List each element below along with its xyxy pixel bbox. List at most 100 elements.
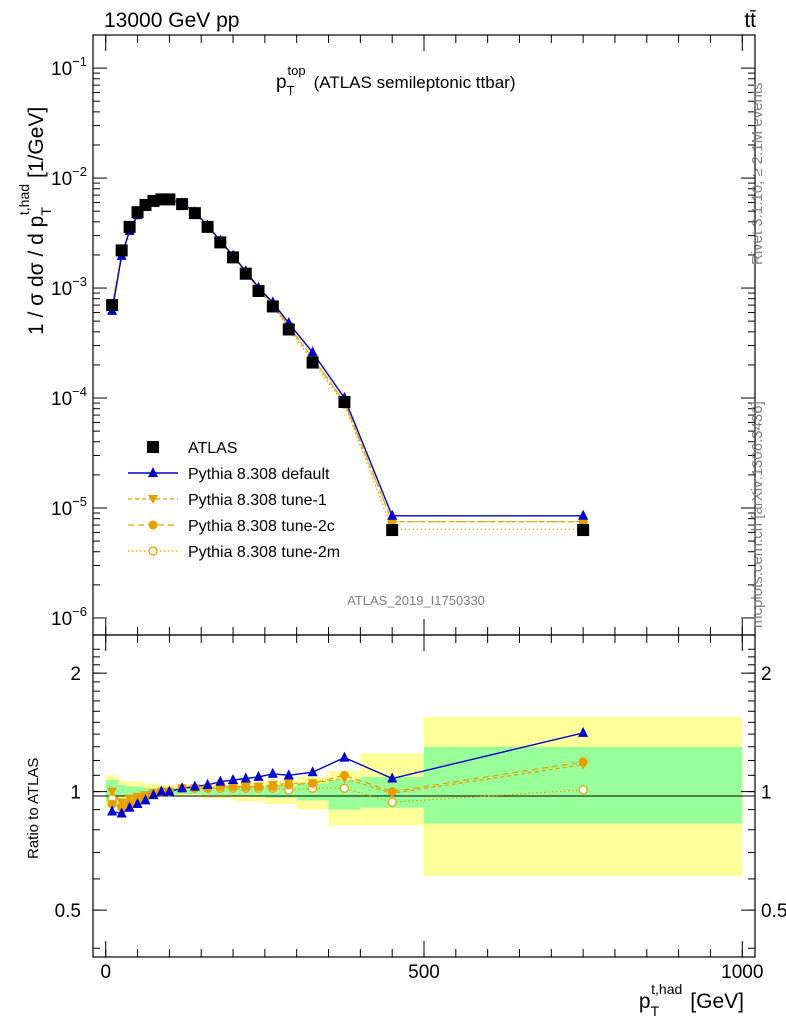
point-triangle-up — [164, 785, 175, 796]
main-ytick-label: 10−5 — [51, 494, 87, 520]
legend-label: Pythia 8.308 tune-2c — [188, 518, 335, 535]
ratio-series-line — [111, 764, 584, 803]
x-axis-label: pTt,had[GeV] — [639, 981, 744, 1019]
axis-ticks: 10−6 10−5 10−4 10−3 10−2 10−1 0.5 0.5 1 1 2 2 0 500 10… — [51, 34, 786, 983]
xtick-label: 0 — [100, 962, 111, 983]
point-circle-open — [387, 797, 397, 807]
point-triangle-down — [267, 780, 278, 790]
xtick-label: 1000 — [721, 962, 763, 983]
point-triangle-up — [267, 767, 278, 778]
legend: ATLAS Pythia 8.308 default Pythia 8.308 tu… — [128, 440, 340, 561]
band-inner — [118, 784, 125, 797]
plot-title-p: p — [276, 72, 287, 93]
data-point-square — [147, 441, 159, 453]
point-triangle-up — [253, 770, 264, 781]
data-point-square — [188, 207, 201, 220]
ratio-ytick-label: 2 — [70, 664, 81, 685]
point-triangle-up — [387, 772, 398, 783]
data-point-square — [176, 198, 189, 211]
ratio-series-markers — [107, 726, 589, 818]
data-point-square — [252, 285, 265, 298]
point-triangle-up — [578, 726, 589, 737]
main-ytick-label: 10−2 — [51, 164, 87, 190]
point-triangle-up — [283, 769, 294, 780]
point-circle — [148, 520, 158, 530]
main-series-line — [111, 198, 584, 517]
legend-label: Pythia 8.308 tune-1 — [188, 492, 327, 509]
plot-title-sub: T — [287, 83, 295, 98]
point-triangle-up — [148, 467, 158, 477]
plot-title-rest: (ATLAS semileptonic ttbar) — [314, 73, 516, 92]
data-point-square — [306, 356, 319, 369]
data-point-square — [266, 300, 279, 313]
data-point-square — [106, 299, 119, 312]
data-point-square — [239, 267, 252, 280]
data-point-square — [163, 193, 176, 206]
data-point-square — [338, 396, 351, 409]
main-ytick-label: 10−1 — [51, 54, 87, 80]
process-label: tt̄ — [744, 9, 756, 32]
point-triangle-up — [240, 772, 251, 783]
ratio-ytick-label-right: 2 — [761, 664, 772, 685]
point-circle-open — [339, 783, 350, 793]
plot-title-sup: top — [288, 63, 306, 78]
data-point-square — [386, 524, 399, 537]
legend-label: Pythia 8.308 default — [188, 466, 330, 483]
data-point-square — [201, 220, 214, 233]
point-triangle-down — [107, 787, 118, 797]
point-triangle-down — [387, 517, 398, 527]
ratio-ytick-label-right: 1 — [761, 783, 772, 804]
plot-title: pTtop (ATLAS semileptonic ttbar) — [276, 63, 515, 98]
point-triangle-down — [132, 792, 143, 802]
main-ytick-label: 10−4 — [51, 384, 87, 410]
point-triangle-up — [116, 807, 127, 818]
point-triangle-up — [148, 789, 159, 800]
point-circle-open — [578, 785, 588, 795]
data-point-square — [282, 323, 295, 336]
point-triangle-up — [189, 780, 200, 791]
main-series-lines — [111, 198, 584, 530]
point-triangle-up — [228, 774, 239, 785]
collision-label: 13000 GeV pp — [104, 9, 239, 32]
point-triangle-up — [339, 751, 350, 762]
point-triangle-up — [177, 782, 188, 793]
point-triangle-up — [578, 509, 589, 520]
point-triangle-down — [578, 517, 589, 527]
legend-label: ATLAS — [188, 440, 238, 457]
point-triangle-down — [240, 782, 251, 792]
point-triangle-up — [387, 509, 398, 520]
point-triangle-down — [578, 760, 589, 770]
xtick-label: 500 — [408, 962, 440, 983]
point-triangle-down — [228, 782, 239, 792]
point-circle — [107, 799, 117, 809]
point-triangle-up — [307, 346, 318, 357]
point-triangle-up — [307, 766, 318, 777]
main-ytick-label: 10−6 — [51, 604, 87, 630]
point-triangle-down — [148, 495, 158, 504]
point-triangle-up — [132, 798, 143, 809]
data-point-square — [214, 236, 227, 249]
main-ytick-label: 10−3 — [51, 274, 87, 300]
mcplots-label: mcplots.cern.ch [arXiv:1306.3436] — [749, 401, 766, 628]
data-point-square — [227, 251, 240, 264]
point-triangle-up — [107, 805, 118, 816]
main-series-markers — [106, 193, 590, 537]
data-point-square — [123, 220, 136, 233]
band-inner — [124, 786, 144, 796]
ratio-ytick-label: 0.5 — [55, 901, 81, 922]
ratio-axis-label: Ratio to ATLAS — [25, 758, 42, 859]
ratio-ytick-label-right: 0.5 — [761, 901, 786, 922]
main-series-line — [111, 198, 584, 523]
point-triangle-up — [140, 794, 151, 805]
point-triangle-up — [215, 775, 226, 786]
data-point-square — [577, 524, 590, 537]
data-point-square — [115, 244, 128, 257]
band-inner — [175, 788, 202, 795]
point-triangle-down — [116, 798, 127, 808]
point-triangle-down — [307, 779, 318, 789]
band-inner — [264, 785, 297, 798]
analysis-label: ATLAS_2019_I1750330 — [347, 593, 485, 608]
ratio-ytick-label: 1 — [70, 783, 81, 804]
point-triangle-down — [124, 794, 135, 804]
